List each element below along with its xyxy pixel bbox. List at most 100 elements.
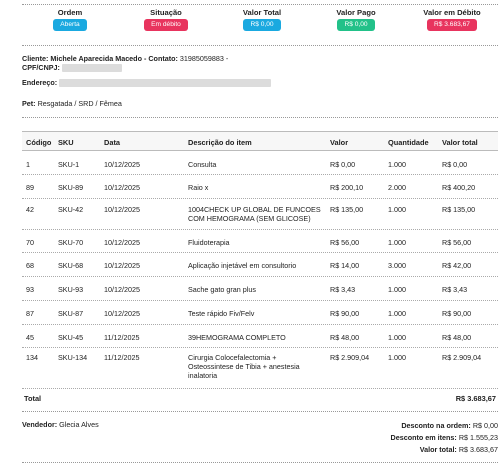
- cell-quantity: 1.000: [388, 309, 406, 318]
- cpf-label: CPF/CNPJ:: [22, 63, 60, 72]
- cell-quantity: 1.000: [388, 333, 406, 342]
- total-value-label: Valor Total: [242, 8, 282, 17]
- cell-code: 68: [26, 261, 34, 270]
- table-row: 42 SKU-42 10/12/2025 1004CHECK UP GLOBAL…: [22, 199, 498, 230]
- seller-name: Glecia Alves: [59, 420, 99, 429]
- cell-description: Sache gato gran plus: [188, 285, 256, 294]
- header-code: Código: [26, 138, 52, 147]
- address-redacted: [59, 79, 272, 88]
- cell-quantity: 1.000: [388, 285, 406, 294]
- total-label: Total: [24, 394, 42, 403]
- cell-total: R$ 48,00: [442, 333, 472, 342]
- cell-description: 39HEMOGRAMA COMPLETO: [188, 333, 286, 342]
- cell-date: 10/12/2025: [104, 309, 140, 318]
- table-row: 45 SKU-45 11/12/2025 39HEMOGRAMA COMPLET…: [22, 325, 498, 348]
- client-divider: [22, 117, 498, 118]
- cell-total: R$ 2.909,04: [442, 353, 482, 362]
- cell-total: R$ 3,43: [442, 285, 468, 294]
- cell-quantity: 3.000: [388, 261, 406, 270]
- paid-value-badge: R$ 0,00: [337, 19, 375, 31]
- table-row: 87 SKU-87 10/12/2025 Teste rápido Fiv/Fe…: [22, 301, 498, 325]
- cell-quantity: 1.000: [388, 353, 406, 362]
- items-table: Código SKU Data Descrição do item Valor …: [22, 131, 498, 389]
- cell-value: R$ 200,10: [330, 183, 364, 192]
- cell-code: 93: [26, 285, 34, 294]
- order-status-badge: Aberta: [53, 19, 87, 31]
- paid-value-label: Valor Pago: [336, 8, 376, 17]
- cell-sku: SKU-70: [58, 238, 84, 247]
- cell-value: R$ 3,43: [330, 285, 356, 294]
- total-divider: [22, 411, 498, 412]
- situation-status-badge: Em débito: [144, 19, 188, 31]
- summary-divider: [22, 45, 498, 46]
- cell-code: 42: [26, 205, 34, 214]
- final-total-line: Valor total: R$ 3.683,67: [391, 444, 498, 456]
- cell-value: R$ 14,00: [330, 261, 360, 270]
- final-total-label: Valor total:: [419, 445, 457, 454]
- client-line: Cliente: Michele Aparecida Macedo - Cont…: [22, 54, 228, 63]
- header-quantity: Quantidade: [388, 138, 429, 147]
- table-row: 1 SKU-1 10/12/2025 Consulta R$ 0,00 1.00…: [22, 151, 498, 175]
- cell-description: Cirurgia Colocefalectomia + Osteossintes…: [188, 353, 300, 380]
- pet-value: Resgatada / SRD / Fêmea: [37, 99, 122, 108]
- total-column: Valor Total R$ 0,00: [222, 8, 302, 31]
- table-row: 93 SKU-93 10/12/2025 Sache gato gran plu…: [22, 277, 498, 301]
- cell-date: 11/12/2025: [104, 333, 140, 342]
- cell-description: Aplicação injetável em consultorio: [188, 261, 297, 270]
- cell-sku: SKU-42: [58, 205, 84, 214]
- cell-date: 11/12/2025: [104, 353, 140, 362]
- header-description: Descrição do item: [188, 138, 252, 147]
- debt-column: Valor em Débito R$ 3.683,67: [412, 8, 492, 31]
- cell-description: Fluidoterapia: [188, 238, 230, 247]
- discount-summary: Desconto na ordem: R$ 0,00 Desconto em i…: [391, 420, 498, 456]
- items-discount-value: R$ 1.555,23: [458, 433, 498, 442]
- top-divider: [22, 4, 498, 5]
- seller-label: Vendedor:: [22, 420, 58, 429]
- total-value-badge: R$ 0,00: [243, 19, 281, 31]
- cpf-redacted: [61, 64, 122, 73]
- bottom-divider: [22, 462, 498, 463]
- cell-sku: SKU-1: [58, 160, 80, 169]
- cell-sku: SKU-68: [58, 261, 84, 270]
- cell-description: Raio x: [188, 183, 209, 192]
- cell-total: R$ 56,00: [442, 238, 472, 247]
- table-header: Código SKU Data Descrição do item Valor …: [22, 131, 498, 151]
- items-discount-line: Desconto em itens: R$ 1.555,23: [391, 432, 498, 444]
- cell-date: 10/12/2025: [104, 183, 140, 192]
- table-row: 70 SKU-70 10/12/2025 Fluidoterapia R$ 56…: [22, 230, 498, 253]
- cell-total: R$ 90,00: [442, 309, 472, 318]
- cell-sku: SKU-134: [58, 353, 88, 362]
- items-discount-label: Desconto em itens:: [390, 433, 457, 442]
- total-amount: R$ 3.683,67: [455, 394, 496, 403]
- cell-code: 87: [26, 309, 34, 318]
- contact-label: - Contato:: [143, 54, 178, 63]
- cell-value: R$ 56,00: [330, 238, 360, 247]
- cell-total: R$ 42,00: [442, 261, 472, 270]
- cell-total: R$ 0,00: [442, 160, 468, 169]
- cell-code: 45: [26, 333, 34, 342]
- paid-column: Valor Pago R$ 0,00: [316, 8, 396, 31]
- order-label: Ordem: [57, 8, 83, 17]
- cell-code: 1: [26, 160, 30, 169]
- cell-date: 10/12/2025: [104, 160, 140, 169]
- client-name: Michele Aparecida Macedo: [50, 54, 142, 63]
- situation-label: Situação: [150, 8, 182, 17]
- table-row: 68 SKU-68 10/12/2025 Aplicação injetável…: [22, 253, 498, 277]
- debt-value-label: Valor em Débito: [423, 8, 481, 17]
- seller-line: Vendedor: Glecia Alves: [22, 420, 99, 429]
- cell-date: 10/12/2025: [104, 238, 140, 247]
- cell-quantity: 1.000: [388, 205, 406, 214]
- cell-quantity: 2.000: [388, 183, 406, 192]
- cell-date: 10/12/2025: [104, 205, 140, 214]
- cell-description: Teste rápido Fiv/Felv: [188, 309, 255, 318]
- header-value: Valor: [330, 138, 349, 147]
- cell-sku: SKU-89: [58, 183, 84, 192]
- cell-value: R$ 2.909,04: [330, 353, 370, 362]
- final-total-value: R$ 3.683,67: [458, 445, 498, 454]
- address-label: Endereço:: [22, 78, 58, 87]
- cell-value: R$ 135,00: [330, 205, 364, 214]
- cell-sku: SKU-87: [58, 309, 84, 318]
- cell-code: 70: [26, 238, 34, 247]
- cell-value: R$ 0,00: [330, 160, 356, 169]
- order-discount-label: Desconto na ordem:: [401, 421, 471, 430]
